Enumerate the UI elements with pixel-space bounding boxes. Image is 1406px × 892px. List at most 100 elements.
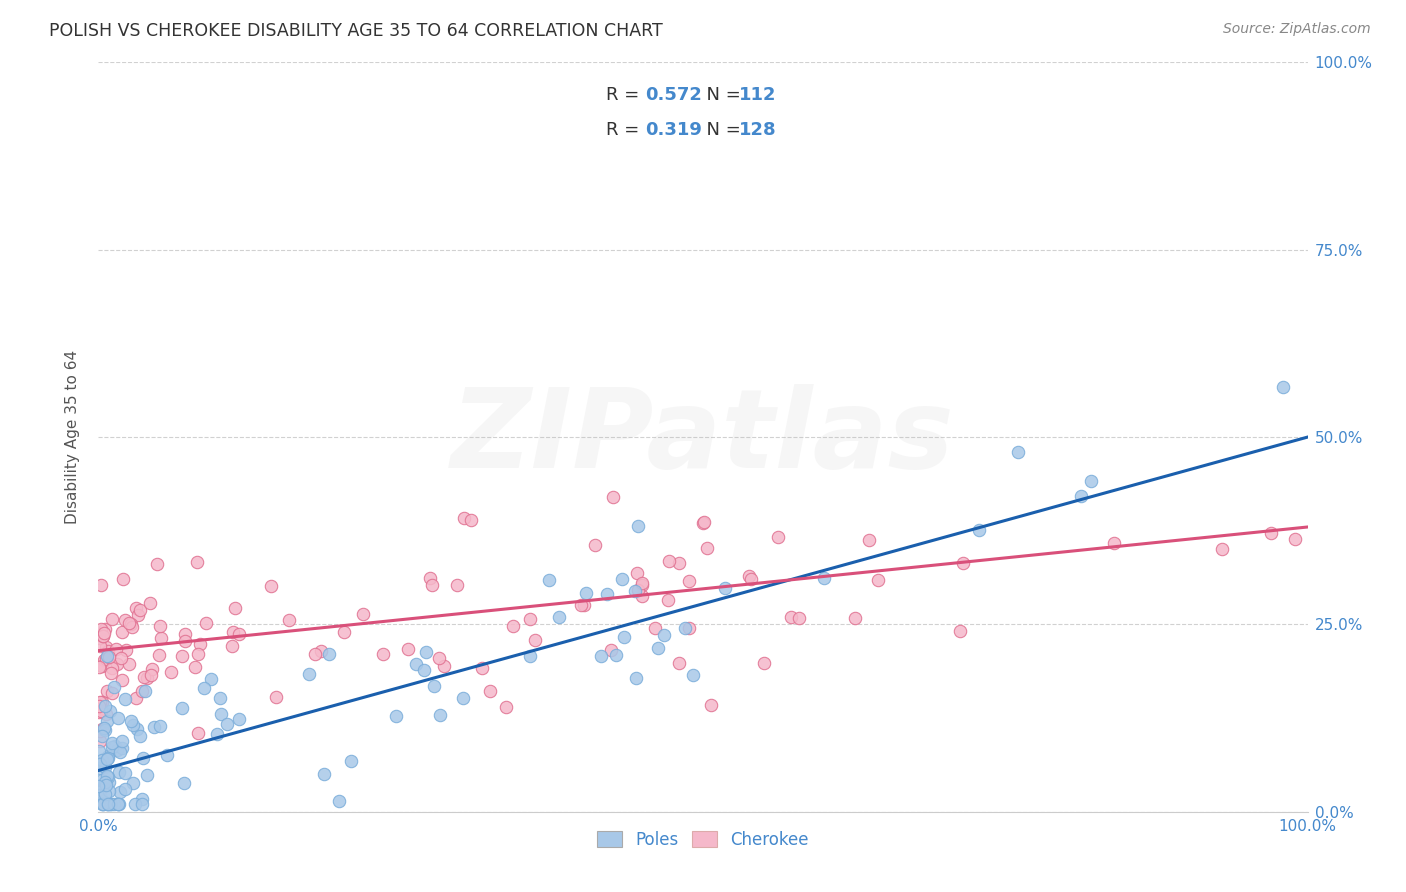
Point — [627, 519, 650, 533]
Point — [208, 690, 231, 705]
Point — [328, 794, 350, 808]
Text: R =: R = — [606, 121, 645, 139]
Point — [89, 782, 111, 797]
Point — [90, 659, 112, 673]
Point — [318, 647, 340, 661]
Point — [90, 623, 112, 637]
Point — [114, 692, 136, 706]
Point — [91, 629, 114, 643]
Point — [519, 648, 541, 663]
Point — [149, 719, 172, 733]
Point — [111, 673, 134, 687]
Point — [652, 628, 675, 642]
Point — [174, 627, 197, 641]
Point — [110, 651, 132, 665]
Text: R =: R = — [606, 86, 645, 103]
Point — [471, 661, 494, 675]
Point — [446, 578, 468, 592]
Point — [90, 700, 112, 714]
Point — [575, 586, 598, 600]
Point — [89, 723, 111, 738]
Point — [304, 647, 326, 661]
Text: N =: N = — [695, 86, 747, 103]
Point — [266, 690, 288, 704]
Point — [103, 681, 125, 695]
Point — [89, 784, 111, 798]
Point — [120, 616, 142, 631]
Point — [90, 722, 112, 736]
Point — [1211, 542, 1233, 557]
Point — [413, 663, 436, 677]
Point — [768, 530, 790, 544]
Point — [132, 751, 155, 765]
Point — [858, 533, 880, 547]
Point — [98, 784, 121, 798]
Point — [97, 644, 120, 658]
Point — [333, 624, 356, 639]
Point — [419, 571, 441, 585]
Point — [101, 661, 124, 675]
Point — [98, 705, 121, 719]
Point — [673, 621, 696, 635]
Point — [94, 775, 117, 789]
Point — [415, 645, 437, 659]
Point — [613, 630, 636, 644]
Text: N =: N = — [695, 121, 747, 139]
Point — [94, 706, 117, 721]
Point — [297, 667, 319, 681]
Point — [692, 516, 714, 530]
Point — [100, 686, 122, 700]
Point — [420, 578, 443, 592]
Point — [187, 726, 209, 740]
Point — [209, 706, 232, 721]
Point — [94, 778, 117, 792]
Point — [121, 620, 143, 634]
Point — [1272, 379, 1295, 393]
Point — [228, 712, 250, 726]
Point — [89, 660, 111, 674]
Point — [97, 797, 120, 812]
Point — [967, 524, 990, 538]
Point — [714, 581, 737, 595]
Point — [186, 555, 208, 569]
Point — [93, 625, 115, 640]
Point — [120, 714, 142, 729]
Point — [1260, 526, 1282, 541]
Point — [700, 698, 723, 712]
Point — [193, 681, 215, 696]
Point — [599, 642, 621, 657]
Point — [1284, 532, 1306, 546]
Point — [114, 765, 136, 780]
Point — [150, 631, 173, 645]
Point — [626, 566, 648, 580]
Point — [108, 746, 131, 760]
Point — [87, 743, 110, 757]
Point — [787, 611, 810, 625]
Point — [631, 575, 654, 590]
Point — [101, 736, 124, 750]
Point — [89, 733, 111, 747]
Point — [94, 622, 117, 636]
Point — [89, 639, 111, 653]
Point — [200, 672, 222, 686]
Point — [96, 684, 118, 698]
Point — [657, 592, 679, 607]
Point — [396, 642, 419, 657]
Point — [132, 670, 155, 684]
Point — [433, 658, 456, 673]
Point — [738, 569, 761, 583]
Point — [1104, 536, 1126, 550]
Point — [110, 785, 132, 799]
Point — [107, 765, 129, 780]
Point — [149, 619, 172, 633]
Text: POLISH VS CHEROKEE DISABILITY AGE 35 TO 64 CORRELATION CHART: POLISH VS CHEROKEE DISABILITY AGE 35 TO … — [49, 22, 664, 40]
Point — [127, 607, 149, 622]
Point — [631, 589, 654, 603]
Point — [114, 782, 136, 797]
Point — [174, 634, 197, 648]
Point — [405, 657, 427, 671]
Point — [228, 626, 250, 640]
Point — [779, 610, 801, 624]
Point — [89, 705, 111, 719]
Point — [221, 640, 243, 654]
